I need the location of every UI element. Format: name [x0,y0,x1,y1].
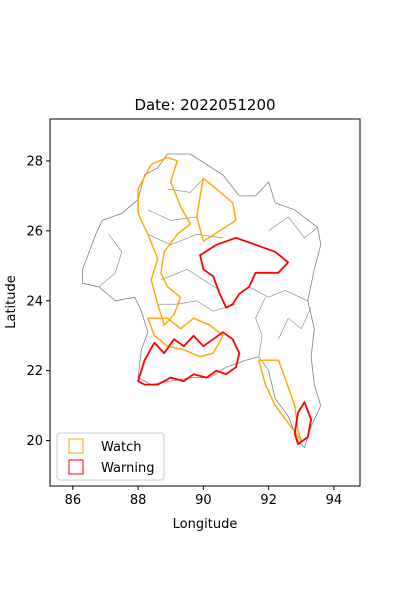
watch-layer [137,156,302,442]
legend-box [56,432,165,481]
x-tick-label-86: 86 [65,493,82,508]
warning-zone-1 [137,331,241,386]
y-axis-label: Latitude [4,275,19,329]
x-axis-label: Longitude [173,517,238,532]
y-tick-label-28: 28 [26,154,43,169]
legend-swatch-warning [68,459,84,475]
plot-frame [49,118,361,487]
y-axis-ticks: 20 22 24 26 28 [26,154,50,449]
legend-swatch-watch [68,438,84,454]
watch-zone-2 [147,317,224,358]
district-boundary-9 [98,234,123,288]
district-boundary-8 [167,178,204,193]
district-boundary-5 [147,209,197,221]
legend-label-warning: Warning [101,461,154,476]
x-axis-ticks: 86 88 90 92 94 [65,486,343,508]
y-tick-label-20: 20 [26,434,43,449]
warning-layer [137,236,313,446]
warning-zone-2 [293,401,313,446]
district-boundary-4 [255,297,266,357]
district-boundary-6 [268,216,318,239]
y-tick-label-22: 22 [26,364,43,379]
boundary-layer [82,153,322,449]
watch-zone-1 [196,177,237,243]
y-tick-label-26: 26 [26,224,43,239]
warning-zone-0 [199,236,290,309]
legend-label-watch: Watch [101,440,141,455]
district-boundary-0 [147,233,223,246]
map-title: Date: 2022051200 [134,96,275,114]
x-tick-label-90: 90 [195,493,212,508]
district-boundary-7 [278,307,312,340]
legend: Watch Warning [56,432,165,481]
x-tick-label-94: 94 [326,493,343,508]
district-boundary-2 [157,300,237,312]
watch-zone-3 [258,359,302,442]
x-tick-label-88: 88 [130,493,147,508]
district-boundary-3 [248,286,308,302]
x-tick-label-92: 92 [260,493,277,508]
district-boundary-1 [160,268,220,291]
y-tick-label-24: 24 [26,294,43,309]
watch-zone-0 [137,156,192,326]
country-outline [82,153,322,449]
